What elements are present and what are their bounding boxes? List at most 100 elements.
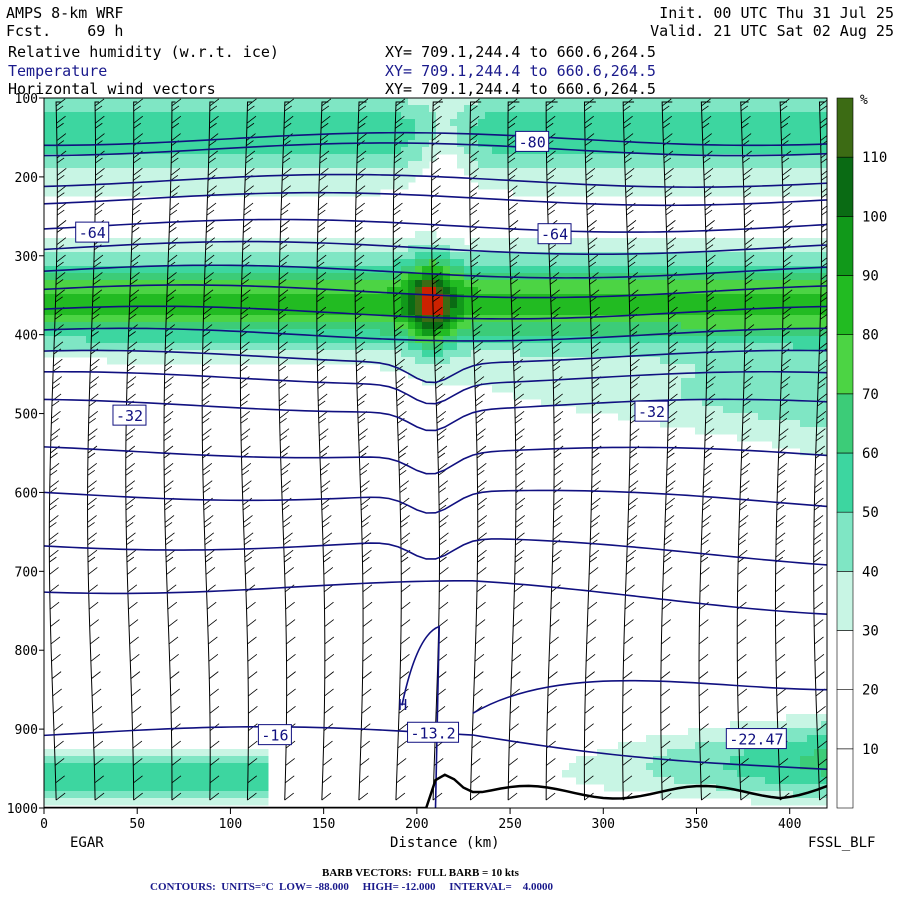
y-tick-label: 300 [15,250,38,265]
barb-staff [813,101,826,801]
barb-flags [201,98,220,801]
temperature-isotherm [44,398,827,432]
field-wind-label: Horizontal wind vectors [8,80,216,98]
barb-flags [584,98,602,801]
temperature-isotherm [44,370,827,405]
barb-staff [736,101,749,801]
temperature-isotherm [44,349,827,384]
x-tick-label: 200 [405,817,428,832]
barb-flags [49,98,67,801]
model-title: AMPS 8-km WRF [6,4,124,22]
colorbar: 10 20 30 40 50 60 70 80 90 100 110% [836,93,887,809]
temperature-isotherm [44,264,827,279]
colorbar-tick-label: 70 [862,387,879,403]
barb-staff [507,101,520,801]
colorbar-segment [836,216,854,276]
contour-label: -13.2 [411,724,456,742]
contour-label: -32 [638,403,665,421]
forecast-hour: Fcst. 69 h [6,22,124,40]
contour-labels: -80 -64 -64 -32 -32 -16 -13.2 -22.47 H [75,130,787,750]
colorbar-segment [836,630,854,690]
axes: 0 50 100 150 200 250 300 350 400 100 200 300 400 500 6… [7,92,802,832]
temperature-isotherm [472,679,827,715]
x-tick-label: 0 [40,817,48,832]
x-axis-label: Distance (km) [390,835,500,851]
temperature-isotherm [401,625,441,808]
temperature-isotherm [44,191,827,207]
field-temperature-xy: XY= 709.1,244.4 to 660.6,264.5 [385,62,656,80]
contour-label-box [257,724,292,746]
barb-flags [163,98,182,801]
x-tick-label: 300 [592,817,615,832]
colorbar-tick-label: 80 [862,328,879,344]
y-tick-label: 600 [15,486,38,501]
barb-flags [813,99,827,801]
contour-label-box [407,721,460,743]
colorbar-segment [836,275,854,335]
y-tick-label: 1000 [7,802,38,817]
barb-staff [354,101,367,801]
contour-label: -16 [261,727,288,745]
colorbar-tick-label: 60 [862,446,879,462]
temperature-isotherm [44,327,827,342]
barb-flags [737,98,755,801]
humidity-field [44,98,827,806]
temperature-isotherm [44,580,827,616]
colorbar-tick-label: 100 [862,209,887,225]
contour-legend: CONTOURS: UNITS=°C LOW= -88.000 HIGH= -1… [150,881,554,893]
temperature-isotherm [44,218,827,233]
barb-flags [431,98,449,801]
barb-flags [354,98,373,801]
contour-label: -22.47 [729,731,783,749]
x-tick-label: 400 [778,817,801,832]
contour-label-box [112,404,147,426]
contour-label: -32 [116,407,143,425]
colorbar-tick-label: 10 [862,742,879,758]
temperature-isotherm [44,284,827,299]
temperature-isotherm [44,538,827,566]
colorbar-tick-label: 40 [862,564,879,580]
colorbar-segment [836,97,854,158]
field-temperature-label: Temperature [8,62,108,80]
barb-flags [469,98,487,801]
colorbar-segment [836,334,854,395]
x-tick-label: 150 [312,817,335,832]
barb-staff [545,101,558,801]
field-rh-label: Relative humidity (w.r.t. ice) [8,43,279,61]
right-station-label: FSSL_BLF [808,835,876,851]
contour-label: -64 [79,224,106,242]
colorbar-segment [836,452,854,513]
y-tick-label: 700 [15,565,38,580]
temperature-isotherm [44,489,827,514]
y-tick-label: 800 [15,644,38,659]
barb-staff [163,101,176,801]
temperature-isotherm [44,142,827,157]
valid-time: Valid. 21 UTC Sat 02 Aug 25 [650,22,894,40]
barb-flags [775,98,793,801]
contour-label-box [75,221,110,243]
x-tick-label: 50 [129,817,145,832]
x-tick-label: 250 [498,817,521,832]
extrema-mark: H [398,696,407,714]
colorbar-segment [836,689,854,750]
left-station-label: EGAR [70,835,104,851]
temperature-isotherm [44,305,827,320]
field-wind-xy: XY= 709.1,244.4 to 660.6,264.5 [385,80,656,98]
colorbar-segment [836,156,854,217]
colorbar-segment [836,748,854,809]
y-tick-label: 100 [15,92,38,107]
temperature-isotherm [44,173,827,188]
x-tick-label: 350 [685,817,708,832]
contour-label: -80 [519,133,546,151]
y-tick-label: 200 [15,171,38,186]
colorbar-segment [836,511,854,572]
contour-label-box [634,400,669,422]
barb-flags [660,98,679,801]
barb-staff [622,101,635,801]
terrain-line [44,773,827,808]
y-tick-label: 500 [15,408,38,423]
barb-flags [622,98,640,801]
barb-flags [278,98,296,801]
colorbar-segment [836,571,854,631]
